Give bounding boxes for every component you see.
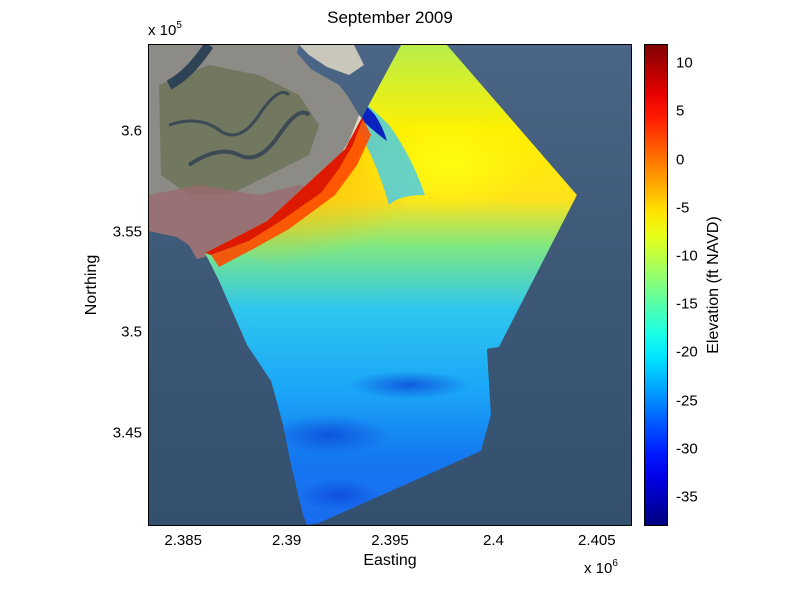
y-exponent: x 105 xyxy=(148,20,182,39)
colorbar-tick-label: -5 xyxy=(676,199,690,217)
map-plot-area xyxy=(148,44,632,526)
colorbar-tick-label: -25 xyxy=(676,392,698,410)
sandbar xyxy=(299,45,364,75)
y-tick-label: 3.6 xyxy=(121,122,142,140)
tidal-creek xyxy=(166,45,214,90)
x-tick-label: 2.385 xyxy=(164,532,202,549)
colorbar-label: Elevation (ft NAVD) xyxy=(705,216,722,354)
deep-patch xyxy=(349,371,469,399)
colorbar-tick-label: -35 xyxy=(676,488,698,506)
x-tick-label: 2.395 xyxy=(371,532,409,549)
x-tick-label: 2.405 xyxy=(578,532,616,549)
colorbar-tick-label: 10 xyxy=(676,54,693,72)
x-axis-label: Easting xyxy=(363,552,417,569)
y-tick-label: 3.45 xyxy=(112,424,142,442)
colorbar xyxy=(644,44,668,526)
colorbar-tick-label: -10 xyxy=(676,247,698,265)
map-title: September 2009 xyxy=(327,8,453,27)
tidal-creek xyxy=(168,91,291,137)
marsh-area xyxy=(159,65,319,195)
colorbar-tick-label: -30 xyxy=(676,440,698,458)
tidal-creek xyxy=(187,110,311,167)
y-tick-label: 3.5 xyxy=(121,323,142,341)
colorbar-tick-label: -20 xyxy=(676,343,698,361)
x-tick-label: 2.4 xyxy=(482,532,504,549)
y-tick-label: 3.55 xyxy=(112,223,142,241)
deep-patch xyxy=(299,479,379,511)
colorbar-tick-label: 0 xyxy=(676,151,685,169)
deep-patch xyxy=(269,415,389,455)
urban-area xyxy=(149,185,317,259)
map-image xyxy=(149,45,631,525)
colorbar-tick-label: 5 xyxy=(676,102,685,120)
x-exponent: x 106 xyxy=(584,558,618,577)
x-tick-label: 2.39 xyxy=(271,532,302,549)
y-axis-label: Northing xyxy=(83,254,100,316)
colorbar-tick-label: -15 xyxy=(676,295,698,313)
beach-edge-warm xyxy=(211,119,371,267)
